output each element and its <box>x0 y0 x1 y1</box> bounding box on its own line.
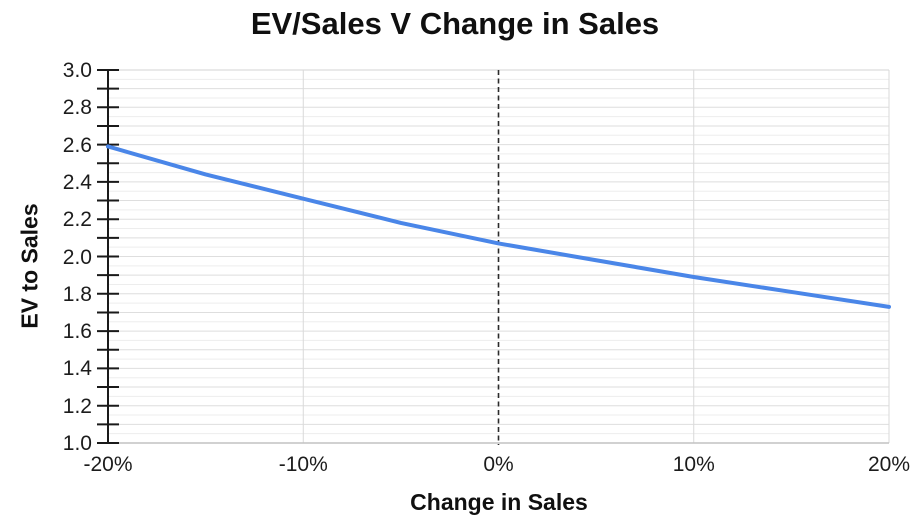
y-tick-label: 1.6 <box>62 320 92 344</box>
chart-title: EV/Sales V Change in Sales <box>250 6 660 41</box>
y-tick-label: 2.6 <box>62 133 92 157</box>
x-tick-label: 0% <box>483 453 514 476</box>
x-tick-label: -10% <box>278 453 328 476</box>
y-tick-label: 1.8 <box>62 282 92 306</box>
x-axis-title: Change in Sales <box>410 489 588 515</box>
x-tick-label: -20% <box>83 453 133 476</box>
x-tick-label: 10% <box>672 453 715 476</box>
series-line <box>106 144 891 309</box>
y-tick-label: 1.4 <box>62 357 92 381</box>
y-tick-label: 1.2 <box>62 394 92 418</box>
x-tick-label: 20% <box>867 453 910 476</box>
y-tick-label: 2.2 <box>62 208 92 232</box>
y-tick-label: 2.4 <box>62 170 92 194</box>
y-tick-label: 3.0 <box>62 59 92 82</box>
y-tick-label: 1.0 <box>62 432 92 455</box>
y-tick-label: 2.8 <box>62 96 92 120</box>
y-tick-label: 2.0 <box>62 245 92 269</box>
